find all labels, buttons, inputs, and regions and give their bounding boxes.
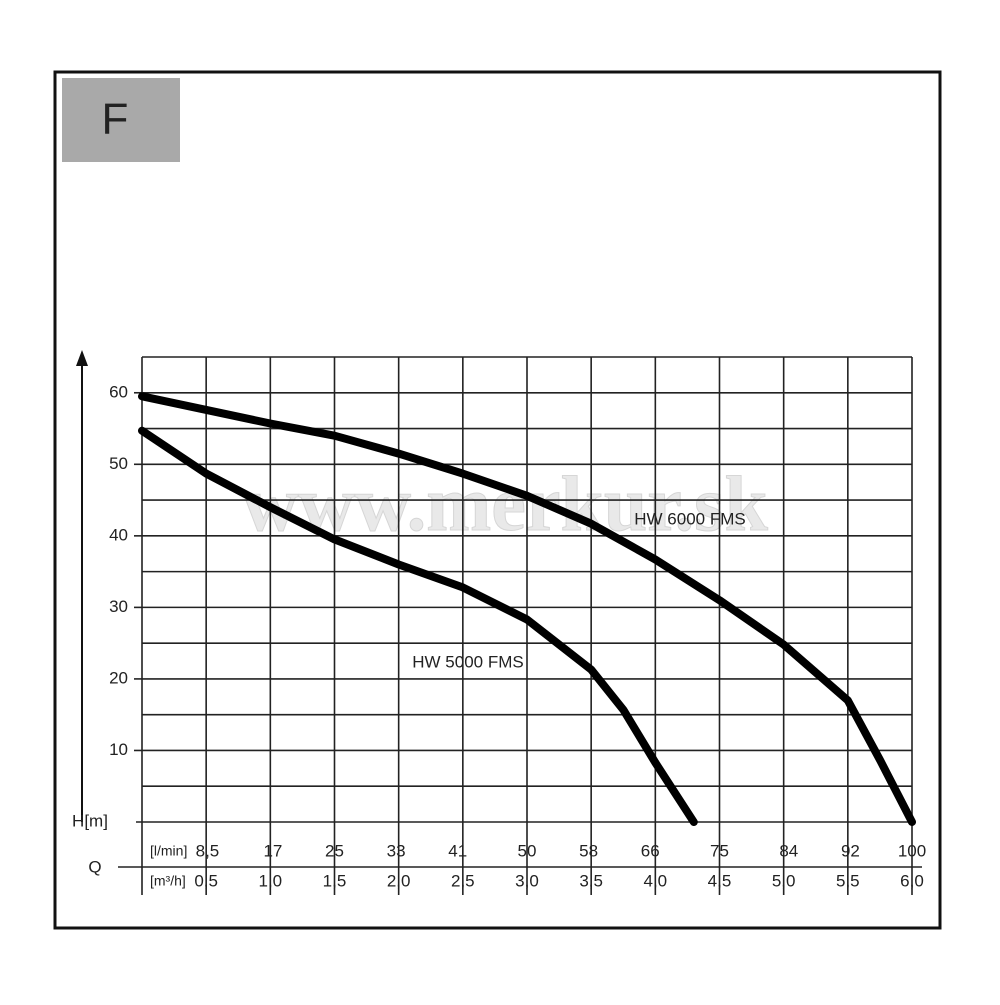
x-tick-label: 3,5 [579,871,603,890]
x2-tick-label: 8,5 [196,841,220,860]
x2-tick-label: 33 [387,841,406,860]
series-label: HW 5000 FMS [412,652,523,671]
x-tick-label: 5,5 [836,871,860,890]
x2-tick-label: 41 [448,841,467,860]
y-tick-label: 40 [109,525,128,544]
arrow-head [76,350,88,366]
y-label: H[m] [72,811,108,830]
x-tick-label: 3,0 [515,871,539,890]
x-tick-label: 5,0 [772,871,796,890]
x-tick-label: 2,0 [387,871,411,890]
x2-tick-label: 58 [579,841,598,860]
x2-tick-label: 92 [841,841,860,860]
y-tick-label: 10 [109,740,128,759]
title-box [62,78,180,162]
series-label: HW 6000 FMS [634,509,745,528]
x2-tick-label: 17 [263,841,282,860]
x2-tick-label: 75 [710,841,729,860]
x2-tick-label: 50 [518,841,537,860]
y-tick-label: 60 [109,382,128,401]
x-tick-label: 0,5 [194,871,218,890]
x-tick-label: 1,0 [259,871,283,890]
x-label: Q [88,857,101,876]
x2-tick-label: 66 [641,841,660,860]
x2-tick-label: 25 [325,841,344,860]
y-tick-label: 30 [109,597,128,616]
x2-unit: [l/min] [150,843,187,859]
chart-title: F [102,95,129,144]
x-tick-label: 1,5 [323,871,347,890]
x-unit: [m³/h] [150,873,186,889]
curve [138,392,916,826]
x2-tick-label: 100 [898,841,926,860]
x-tick-label: 4,0 [644,871,668,890]
y-tick-label: 20 [109,668,128,687]
x-tick-label: 4,5 [708,871,732,890]
y-tick-label: 50 [109,454,128,473]
x-tick-label: 2,5 [451,871,475,890]
x2-tick-label: 84 [779,841,798,860]
x-tick-label: 6,0 [900,871,924,890]
curve [138,426,698,826]
